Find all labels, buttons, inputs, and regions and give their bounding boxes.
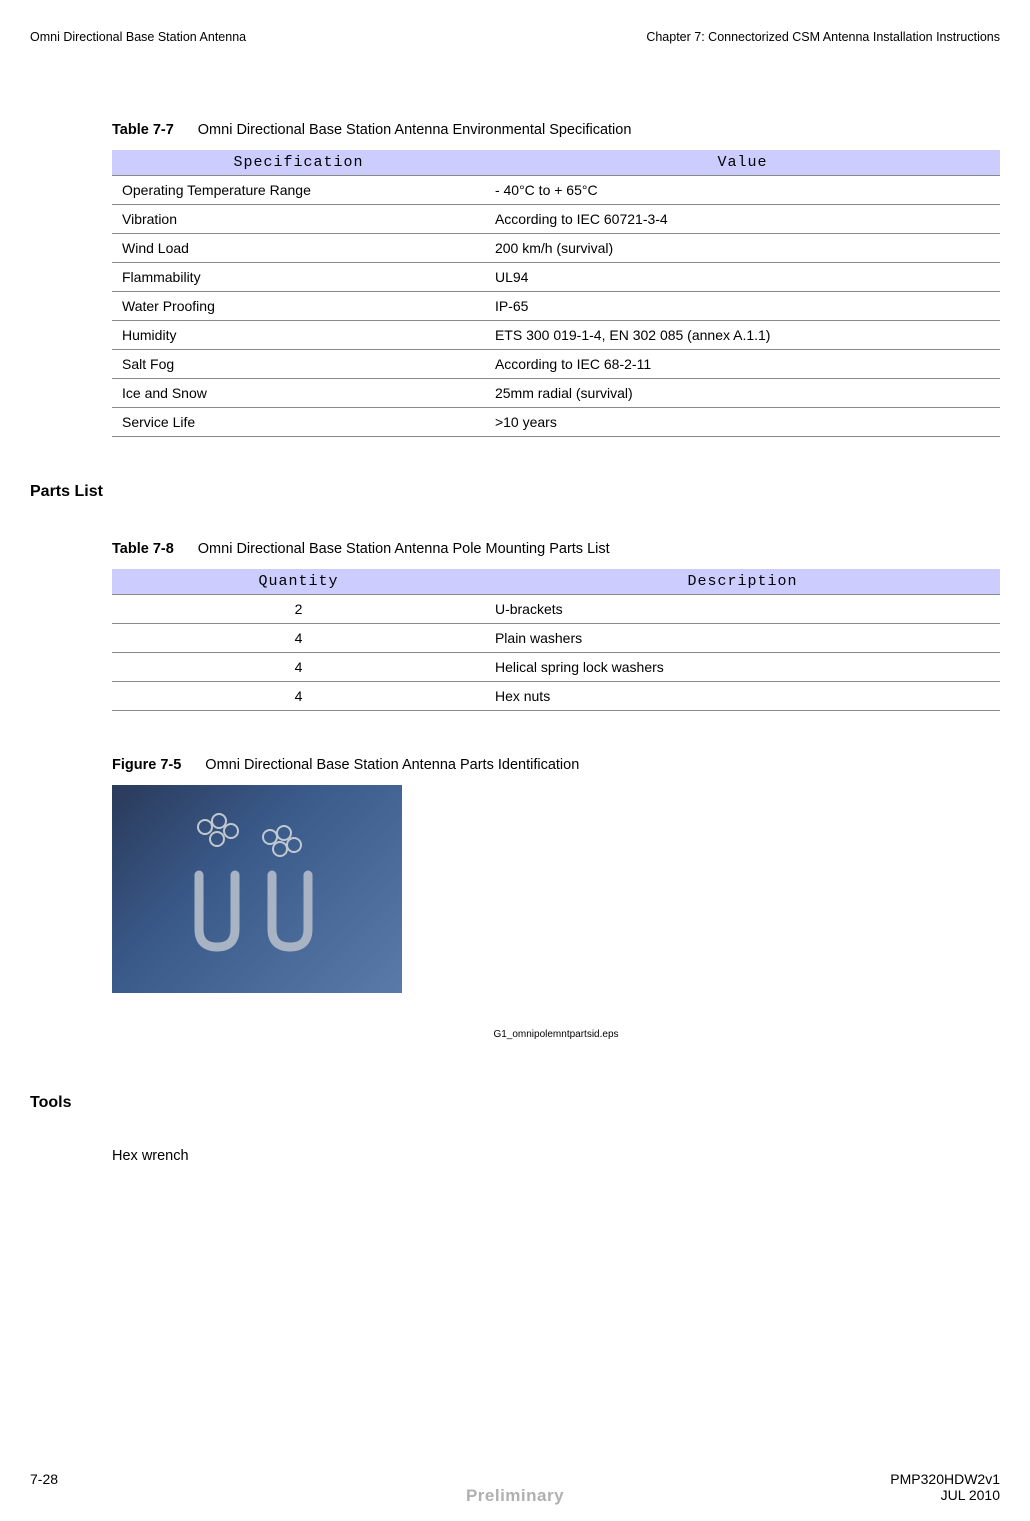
value-cell: - 40°C to + 65°C: [485, 176, 1000, 205]
page-footer: Preliminary 7-28 PMP320HDW2v1 JUL 2010: [30, 1471, 1000, 1503]
content-area: Table 7-7 Omni Directional Base Station …: [30, 122, 1000, 1164]
table-row: 4Hex nuts: [112, 682, 1000, 711]
spec-cell: Water Proofing: [112, 292, 485, 321]
spec-cell: Operating Temperature Range: [112, 176, 485, 205]
table-7-7-title: Omni Directional Base Station Antenna En…: [198, 122, 632, 138]
value-cell: IP-65: [485, 292, 1000, 321]
table-7-8-label: Table 7-8: [112, 541, 174, 557]
value-cell: >10 years: [485, 408, 1000, 437]
u-bracket-icon: [260, 867, 320, 957]
spec-cell: Wind Load: [112, 234, 485, 263]
washer-icon: [272, 841, 288, 857]
table-7-8-title: Omni Directional Base Station Antenna Po…: [198, 541, 610, 557]
value-cell: According to IEC 60721-3-4: [485, 205, 1000, 234]
desc-cell: Plain washers: [485, 624, 1000, 653]
table-7-7-caption: Table 7-7 Omni Directional Base Station …: [112, 122, 1000, 138]
table-row: VibrationAccording to IEC 60721-3-4: [112, 205, 1000, 234]
qty-cell: 4: [112, 682, 485, 711]
spec-cell: Flammability: [112, 263, 485, 292]
table-7-8-col2: Description: [485, 569, 1000, 595]
qty-cell: 4: [112, 653, 485, 682]
page: Omni Directional Base Station Antenna Ch…: [0, 0, 1030, 1521]
header-right: Chapter 7: Connectorized CSM Antenna Ins…: [646, 30, 1000, 44]
table-row: Salt FogAccording to IEC 68-2-11: [112, 350, 1000, 379]
table-7-7-label: Table 7-7: [112, 122, 174, 138]
table-row: HumidityETS 300 019-1-4, EN 302 085 (ann…: [112, 321, 1000, 350]
washer-icon: [209, 831, 225, 847]
table-row: Operating Temperature Range- 40°C to + 6…: [112, 176, 1000, 205]
desc-cell: Helical spring lock washers: [485, 653, 1000, 682]
table-row: Water ProofingIP-65: [112, 292, 1000, 321]
table-7-8-col1: Quantity: [112, 569, 485, 595]
washer-icon: [286, 837, 302, 853]
value-cell: ETS 300 019-1-4, EN 302 085 (annex A.1.1…: [485, 321, 1000, 350]
table-7-7: Specification Value Operating Temperatur…: [112, 150, 1000, 437]
spec-cell: Vibration: [112, 205, 485, 234]
figure-filename: G1_omnipolemntpartsid.eps: [112, 1029, 1000, 1040]
spec-cell: Ice and Snow: [112, 379, 485, 408]
header-left: Omni Directional Base Station Antenna: [30, 30, 246, 44]
u-bracket-icon: [187, 867, 247, 957]
table-7-8-caption: Table 7-8 Omni Directional Base Station …: [112, 541, 1000, 557]
table-7-8: Quantity Description 2U-brackets 4Plain …: [112, 569, 1000, 711]
value-cell: UL94: [485, 263, 1000, 292]
page-header: Omni Directional Base Station Antenna Ch…: [30, 30, 1000, 44]
table-row: 2U-brackets: [112, 595, 1000, 624]
spec-cell: Salt Fog: [112, 350, 485, 379]
tools-heading: Tools: [30, 1094, 1000, 1112]
figure-7-5-image: [112, 785, 402, 993]
qty-cell: 4: [112, 624, 485, 653]
desc-cell: Hex nuts: [485, 682, 1000, 711]
spec-cell: Service Life: [112, 408, 485, 437]
value-cell: 200 km/h (survival): [485, 234, 1000, 263]
table-row: Service Life>10 years: [112, 408, 1000, 437]
table-row: 4Plain washers: [112, 624, 1000, 653]
qty-cell: 2: [112, 595, 485, 624]
table-7-7-header-row: Specification Value: [112, 150, 1000, 176]
table-7-8-header-row: Quantity Description: [112, 569, 1000, 595]
footer-doc-id: PMP320HDW2v1: [890, 1471, 1000, 1487]
table-row: 4Helical spring lock washers: [112, 653, 1000, 682]
figure-7-5-caption: Figure 7-5 Omni Directional Base Station…: [112, 757, 1000, 773]
figure-7-5-title: Omni Directional Base Station Antenna Pa…: [205, 757, 579, 773]
value-cell: According to IEC 68-2-11: [485, 350, 1000, 379]
table-row: FlammabilityUL94: [112, 263, 1000, 292]
desc-cell: U-brackets: [485, 595, 1000, 624]
washer-icon: [223, 823, 239, 839]
spec-cell: Humidity: [112, 321, 485, 350]
footer-status: Preliminary: [30, 1486, 1000, 1506]
value-cell: 25mm radial (survival): [485, 379, 1000, 408]
table-row: Wind Load200 km/h (survival): [112, 234, 1000, 263]
table-7-7-col1: Specification: [112, 150, 485, 176]
table-row: Ice and Snow25mm radial (survival): [112, 379, 1000, 408]
parts-list-heading: Parts List: [30, 483, 1000, 501]
figure-7-5-label: Figure 7-5: [112, 757, 181, 773]
table-7-7-col2: Value: [485, 150, 1000, 176]
tools-body: Hex wrench: [112, 1148, 1000, 1164]
